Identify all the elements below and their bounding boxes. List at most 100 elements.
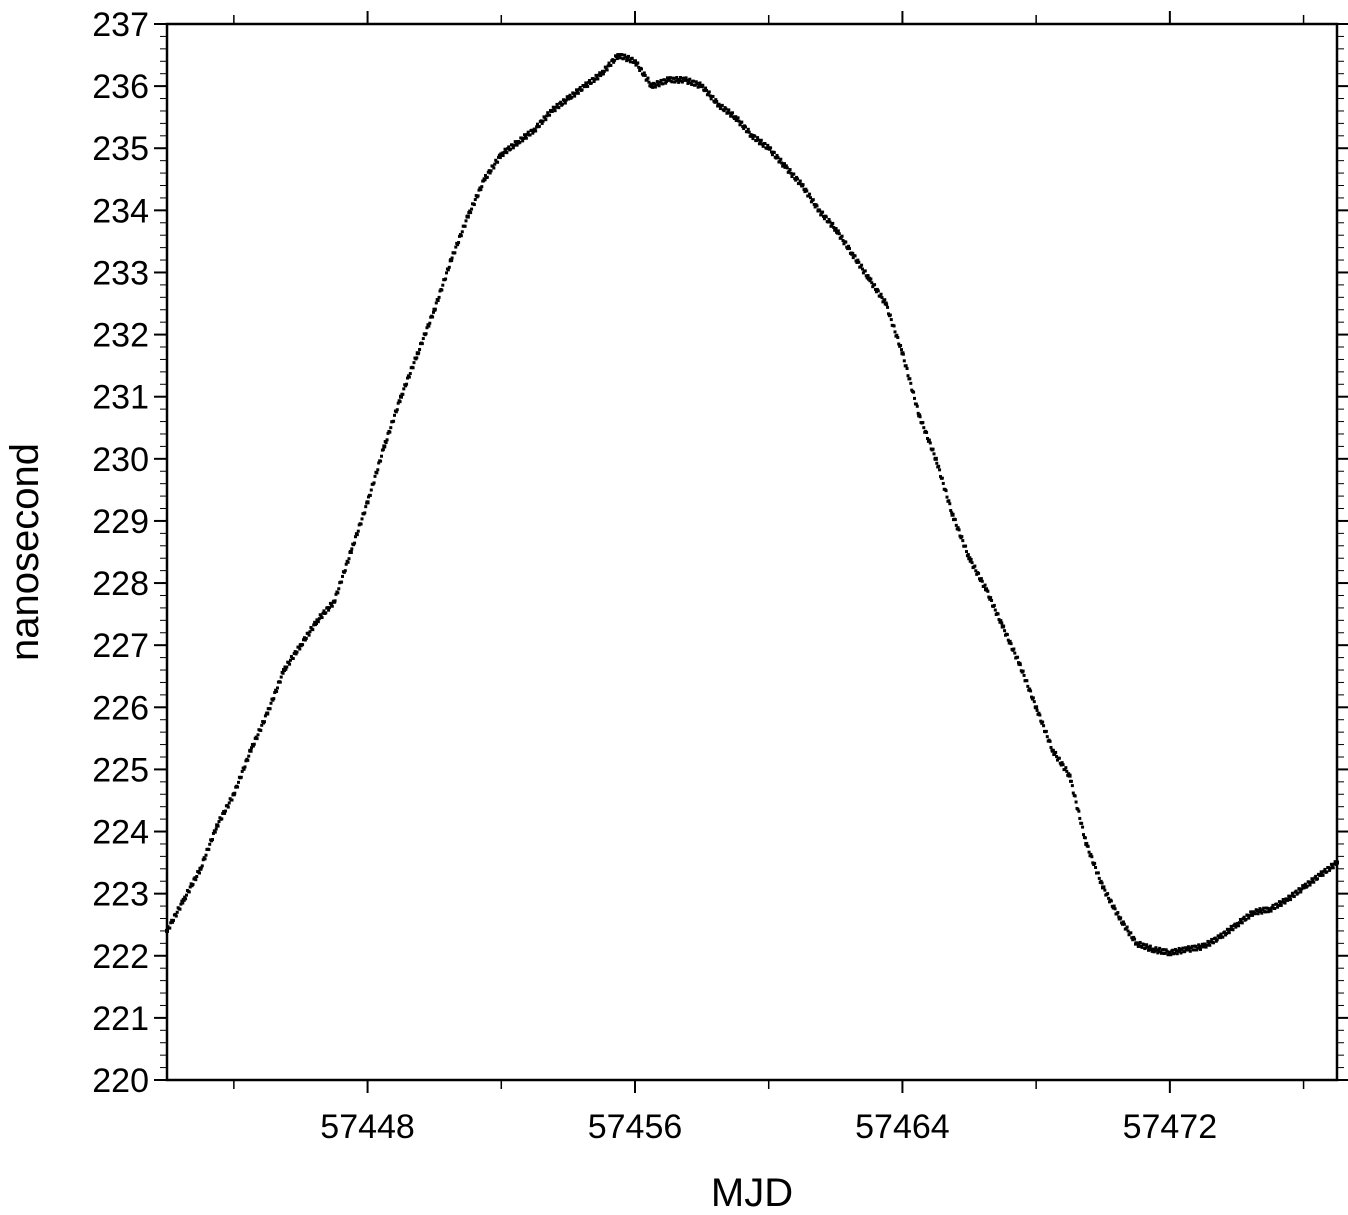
trace-dot	[463, 224, 467, 228]
trace-dot	[638, 68, 642, 72]
trace-dot	[1210, 937, 1214, 941]
trace-dot	[200, 864, 204, 868]
trace-dot	[996, 612, 1000, 616]
trace-dot	[1261, 908, 1265, 912]
trace-dot	[1238, 921, 1241, 925]
trace-dot	[322, 609, 326, 613]
trace-dot	[553, 109, 557, 113]
trace-dot	[336, 591, 340, 595]
trace-dot	[643, 73, 647, 77]
trace-dot	[272, 697, 276, 701]
trace-dot	[1140, 945, 1144, 949]
trace-dot	[853, 254, 857, 258]
trace-dot	[757, 142, 761, 146]
trace-dot	[1305, 884, 1309, 888]
trace-dot	[622, 56, 626, 60]
trace-dot	[941, 481, 945, 485]
trace-dot	[1241, 917, 1245, 921]
trace-dot	[625, 59, 629, 63]
trace-dot	[830, 223, 834, 227]
x-axis-title: MJD	[711, 1171, 793, 1215]
trace-dot	[926, 437, 929, 441]
trace-dot	[615, 57, 619, 61]
trace-dot	[320, 616, 324, 620]
trace-dot	[454, 245, 458, 249]
trace-dot	[1280, 900, 1284, 904]
x-tick-label: 57464	[855, 1108, 950, 1146]
y-tick-label: 231	[92, 379, 149, 417]
trace-dot	[575, 88, 578, 92]
trace-dot	[796, 177, 799, 181]
trace-dot	[522, 136, 526, 140]
trace-dot	[900, 348, 903, 352]
trace-dot	[954, 523, 958, 527]
trace-dot	[1144, 946, 1148, 950]
trace-dot	[1124, 927, 1128, 931]
trace-dot	[630, 56, 634, 60]
trace-dot	[835, 231, 839, 235]
trace-dot	[327, 608, 331, 612]
trace-dot	[1177, 946, 1181, 950]
trace-dot	[819, 213, 823, 217]
trace-dot	[1111, 906, 1115, 910]
trace-dot	[935, 461, 939, 465]
trace-dot	[902, 359, 906, 363]
trace-dot	[304, 636, 308, 640]
trace-dot	[1276, 905, 1280, 909]
trace-dot	[1136, 944, 1140, 948]
trace-dot	[925, 430, 929, 434]
trace-dot	[1100, 881, 1104, 885]
trace-dot	[688, 77, 692, 81]
data-point	[348, 550, 353, 554]
trace-dot	[1255, 908, 1259, 912]
x-tick-label: 57448	[320, 1108, 415, 1146]
trace-dot	[1007, 641, 1011, 645]
trace-dot	[193, 876, 197, 880]
trace-dot	[1328, 868, 1332, 872]
trace-dot	[230, 798, 234, 802]
trace-dot	[396, 401, 400, 405]
trace-dot	[1005, 633, 1009, 637]
trace-dot	[1308, 883, 1312, 887]
data-point	[532, 127, 537, 132]
trace-dot	[1196, 946, 1200, 950]
trace-dot	[211, 838, 214, 842]
trace-dot	[347, 557, 351, 561]
data-point	[382, 444, 387, 449]
data-point	[1318, 873, 1323, 878]
trace-dot	[964, 544, 968, 548]
trace-dot	[562, 99, 566, 103]
trace-dot	[557, 106, 561, 110]
trace-dot	[510, 143, 514, 147]
trace-dot	[1121, 920, 1125, 924]
trace-dot	[645, 78, 649, 82]
data-point	[399, 394, 403, 399]
trace-dot	[440, 288, 444, 292]
trace-dot	[308, 630, 312, 634]
trace-dot	[509, 147, 513, 151]
trace-dot	[848, 247, 851, 251]
data-point	[415, 351, 420, 356]
trace-dot	[809, 196, 812, 200]
trace-dot	[236, 785, 240, 789]
trace-dot	[224, 809, 227, 813]
trace-dot	[1186, 945, 1190, 949]
trace-dot	[680, 80, 684, 84]
trace-dot	[453, 251, 457, 255]
y-axis: 220 221 222 223 224 225 226 227 228 229 230 231 232 2…	[92, 6, 1348, 1100]
trace-dot	[484, 174, 487, 178]
trace-dot	[727, 108, 731, 112]
trace-dot	[407, 375, 411, 379]
trace-dot	[1021, 669, 1025, 673]
trace-dot	[1065, 769, 1069, 773]
trace-dot	[372, 481, 376, 485]
trace-dot	[607, 61, 611, 65]
trace-dot	[394, 410, 398, 414]
trace-dot	[1251, 913, 1254, 917]
trace-dot	[757, 138, 760, 142]
trace-dot	[303, 638, 307, 642]
trace-dot	[887, 312, 890, 316]
trace-dot	[415, 356, 419, 360]
trace-dot	[1061, 763, 1065, 767]
trace-dot	[1307, 880, 1311, 884]
